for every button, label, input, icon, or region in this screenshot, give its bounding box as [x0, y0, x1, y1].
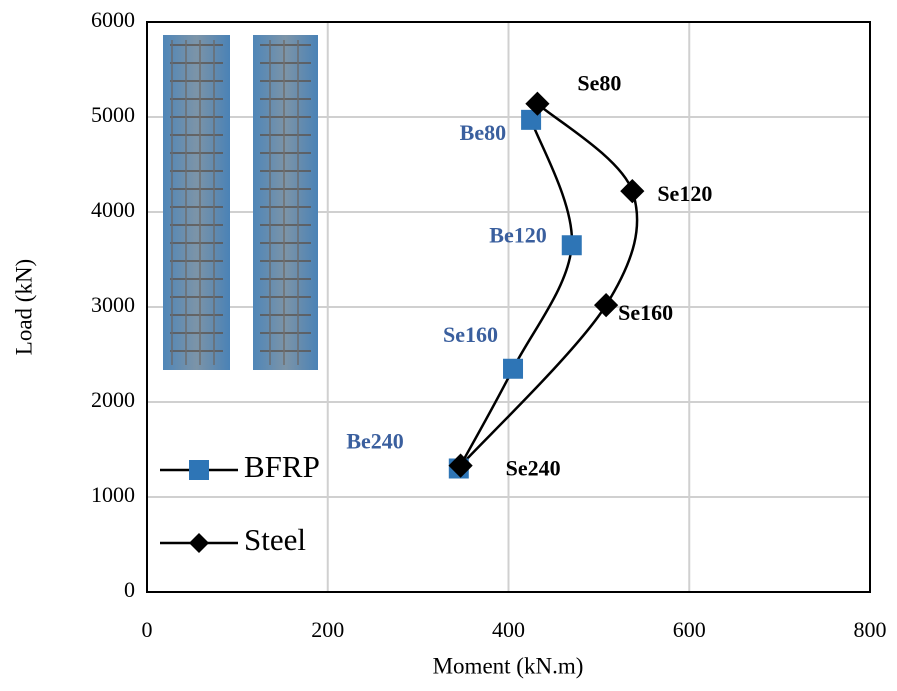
y-tick-label: 0 — [124, 577, 135, 602]
point-label: Se80 — [577, 71, 621, 96]
marker — [594, 293, 618, 317]
y-tick-label: 1000 — [91, 482, 135, 507]
point-label: Se120 — [657, 181, 712, 206]
y-tick-label: 5000 — [91, 102, 135, 127]
series-line — [459, 120, 572, 469]
chart: Moment (kN.m) Load (kN) 0100020003000400… — [0, 0, 897, 686]
marker — [562, 235, 582, 255]
point-label: Se160 — [618, 300, 673, 325]
marker — [620, 179, 644, 203]
point-label: Se160 — [443, 322, 498, 347]
marker — [503, 359, 523, 379]
y-axis-label: Load (kN) — [11, 259, 36, 355]
x-tick-label: 0 — [142, 617, 153, 642]
photo-detail — [170, 40, 223, 365]
point-label: Be120 — [489, 222, 546, 247]
point-label: Be240 — [346, 429, 403, 454]
legend-marker — [189, 460, 209, 480]
y-tick-label: 4000 — [91, 197, 135, 222]
photos — [163, 35, 318, 370]
point-label: Be80 — [460, 120, 506, 145]
photo-detail — [260, 40, 311, 365]
legend-marker — [189, 533, 209, 553]
x-tick-label: 200 — [311, 617, 344, 642]
legend-label: BFRP — [244, 449, 320, 484]
x-tick-label: 800 — [854, 617, 887, 642]
y-tick-label: 2000 — [91, 387, 135, 412]
x-axis-label: Moment (kN.m) — [433, 653, 584, 678]
legend-label: Steel — [244, 522, 306, 557]
x-tick-label: 400 — [492, 617, 525, 642]
x-tick-label: 600 — [673, 617, 706, 642]
y-tick-label: 3000 — [91, 292, 135, 317]
point-label: Se240 — [506, 456, 561, 481]
y-tick-label: 6000 — [91, 7, 135, 32]
